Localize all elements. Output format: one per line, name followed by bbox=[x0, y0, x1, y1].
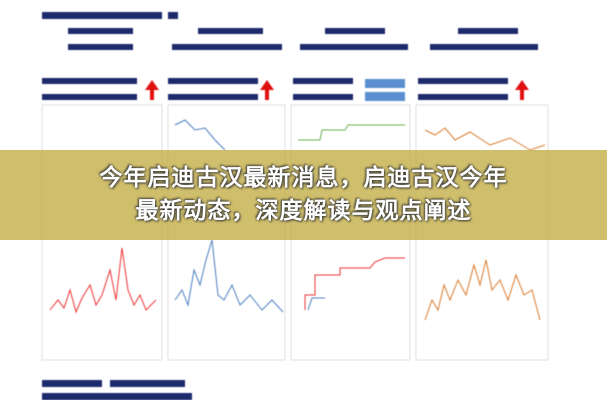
arrows bbox=[145, 80, 529, 100]
title-line: 今年启迪古汉最新消息，启迪古汉今年 bbox=[99, 165, 508, 191]
title-line: 最新动态，深度解读与观点阐述 bbox=[135, 198, 472, 224]
blue-bars bbox=[365, 79, 405, 101]
blurred-text bbox=[42, 12, 538, 400]
title-banner: 今年启迪古汉最新消息，启迪古汉今年 最新动态，深度解读与观点阐述 bbox=[0, 150, 607, 240]
panel-lines bbox=[49, 119, 546, 321]
